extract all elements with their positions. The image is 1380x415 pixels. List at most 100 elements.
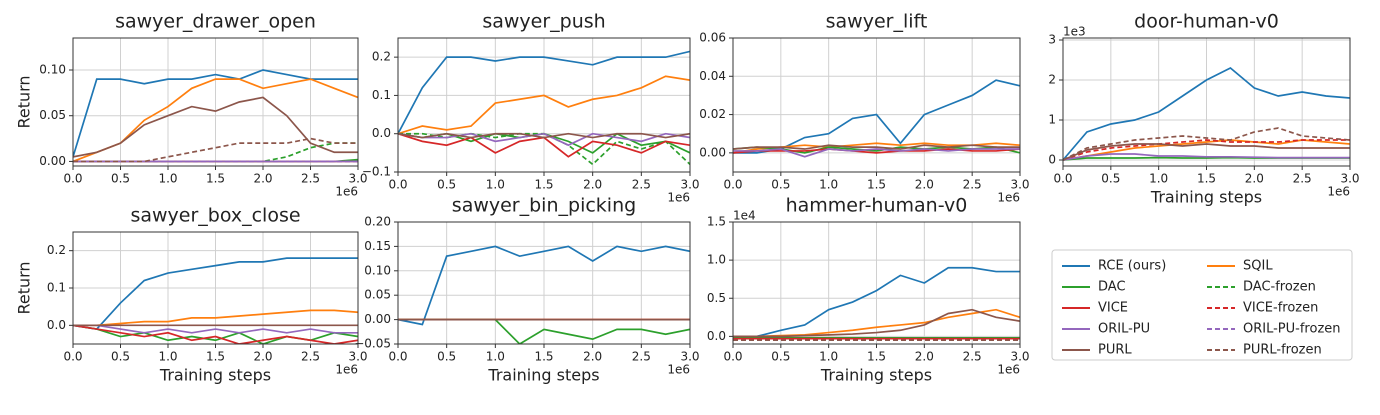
x-tick-label: 3.0 [348,172,367,186]
x-tick-label: 2.0 [253,172,272,186]
series-line [398,50,690,135]
y-tick-label: 0.00 [699,145,726,159]
y-tick-label: 0.00 [39,154,66,168]
plot-frame [397,37,691,173]
x-tick-label: 0.0 [63,350,82,364]
y-tick-label: 0.0 [372,126,391,140]
y-tick-label: 2 [1048,73,1056,87]
plot-frame [397,221,691,345]
x-tick-label: 1.5 [1197,172,1216,186]
x-tick-label: 2.5 [963,350,982,364]
y-tick-label: 0.20 [364,215,391,229]
legend: RCE (ours) SQIL DAC DAC-frozen VICE VICE-froz… [1051,249,1353,361]
x-tick-label: 0.0 [63,172,82,186]
x-offset: 1e6 [667,363,690,377]
series-line [733,148,1020,154]
x-offset: 1e6 [335,363,358,377]
x-tick-label: 1.0 [1149,172,1168,186]
x-tick-label: 1.5 [534,350,553,364]
y-offset: 1e3 [1063,25,1086,39]
y-tick-label: 0.00 [364,312,391,326]
x-tick-label: 3.0 [680,178,699,192]
x-tick-label: 1.5 [534,178,553,192]
x-tick-label: 1.0 [158,350,177,364]
plot-frame [732,37,1021,173]
series-line [73,96,358,158]
panel: −0.05 0.00 0.05 0.10 0.15 0.20 0.0 0.5 1.0 1.5 2.0… [354,195,699,385]
x-tick-label: 3.0 [1340,172,1359,186]
series-line [1063,143,1350,161]
y-tick-label: 0.0 [47,318,66,332]
x-tick-label: 0.5 [771,178,790,192]
x-axis-label: Training steps [820,366,932,385]
x-tick-label: 1.5 [206,350,225,364]
x-offset: 1e6 [997,191,1020,205]
x-tick-label: 2.5 [632,178,651,192]
y-tick-label: 0.05 [39,108,66,122]
x-tick-label: 0.5 [111,172,130,186]
legend-label: VICE-frozen [1243,301,1318,316]
legend-label: DAC-frozen [1243,280,1316,295]
panel: 0.0 0.1 0.2 0.0 0.5 1.0 1.5 2.0 2.5 3.0 sawyer_box… [15,205,368,385]
x-tick-label: 2.5 [632,350,651,364]
y-axis-label: Return [15,261,34,314]
legend-label: DAC [1098,280,1126,295]
panel-title: door-human-v0 [1134,11,1279,33]
x-tick-label: 0.5 [111,350,130,364]
panel: 0.0 0.5 1.0 1.5 0.0 0.5 1.0 1.5 2.0 2.5 3.0 hammer-… [707,195,1030,385]
legend-label: ORIL-PU [1098,322,1150,337]
x-tick-label: 3.0 [1010,350,1029,364]
panel-title: hammer-human-v0 [786,195,968,217]
x-tick-label: 2.0 [253,350,272,364]
y-tick-label: 0.04 [699,69,726,83]
plot-frame [1062,37,1351,167]
series-line [73,324,358,344]
y-tick-label: 0 [1048,153,1056,167]
x-tick-label: 1.5 [867,350,886,364]
x-tick-label: 3.0 [1010,178,1029,192]
panel-title: sawyer_drawer_open [115,11,316,33]
legend-label: PURL [1098,343,1132,358]
legend-label: ORIL-PU-frozen [1243,322,1341,337]
series-line [398,245,690,326]
series-line [73,309,358,327]
y-tick-label: 1 [1048,113,1056,127]
panel: 0.00 0.02 0.04 0.06 0.0 0.5 1.0 1.5 2.0 2.5 3.0 saw… [699,11,1029,205]
x-tick-label: 2.0 [1245,172,1264,186]
series-line [73,257,358,330]
panel-title: sawyer_push [482,11,605,33]
y-tick-label: 0.02 [699,107,726,121]
panel-title: sawyer_lift [826,11,928,33]
x-offset: 1e6 [997,363,1020,377]
x-tick-label: 0.0 [1053,172,1072,186]
x-tick-label: 1.0 [486,178,505,192]
series-line [1063,139,1350,161]
panel: −0.10.00.10.20.0 0.5 1.0 1.5 2.0 2.5 3.0sawyer… [362,11,700,205]
series-line [398,132,690,139]
series-line [1063,153,1350,161]
series-line [1063,66,1350,161]
series-line [733,266,1020,338]
legend-label: SQIL [1243,259,1273,274]
x-tick-label: 1.0 [486,350,505,364]
y-tick-label: 1.5 [707,215,726,229]
x-axis-label: Training steps [159,366,271,385]
y-tick-label: 0.1 [47,281,66,295]
y-tick-label: −0.1 [362,165,391,179]
x-tick-label: 0.0 [723,178,742,192]
y-tick-label: −0.05 [354,337,391,351]
y-tick-label: 0.2 [372,50,391,64]
y-tick-label: 0.2 [47,243,66,257]
x-tick-label: 2.5 [301,350,320,364]
series-line [733,144,1020,150]
series-line [733,148,1020,158]
x-tick-label: 1.5 [206,172,225,186]
y-tick-label: 0.1 [372,88,391,102]
series-line [398,75,690,135]
x-tick-label: 1.5 [867,178,886,192]
x-tick-label: 0.0 [388,350,407,364]
legend-label: RCE (ours) [1098,259,1166,274]
y-offset: 1e4 [733,209,756,223]
panel: 0 1 2 3 0.0 0.5 1.0 1.5 2.0 2.5 3.0 door-human-v0 Tr… [1048,11,1359,207]
